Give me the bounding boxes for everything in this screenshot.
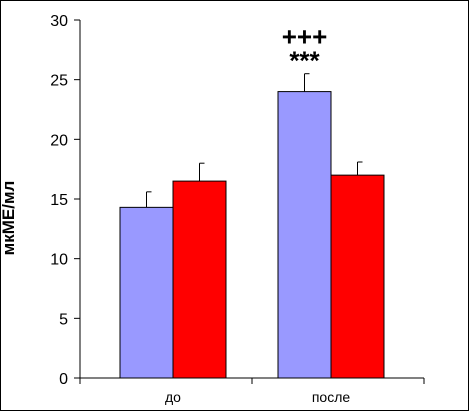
chart-border xyxy=(0,0,469,411)
y-tick-label: 10 xyxy=(50,252,68,269)
y-tick-label: 0 xyxy=(59,371,68,388)
y-tick-label: 30 xyxy=(50,13,68,30)
y-tick-label: 5 xyxy=(59,311,68,328)
x-tick-label: до xyxy=(165,389,181,405)
significance-annotation: +++ xyxy=(282,22,328,52)
significance-annotation: *** xyxy=(289,46,320,76)
bar xyxy=(277,91,332,379)
bar xyxy=(172,180,227,379)
y-tick-label: 15 xyxy=(50,192,68,209)
y-axis-title: мкМЕ/мл xyxy=(0,181,18,256)
y-tick-label: 20 xyxy=(50,132,68,149)
y-tick-label: 25 xyxy=(50,73,68,90)
plot-area: 0 5 10 15 20 25 30 до после ***+++ xyxy=(50,13,425,405)
bar xyxy=(330,174,385,379)
bar xyxy=(119,206,174,379)
x-tick-label: после xyxy=(312,389,351,405)
